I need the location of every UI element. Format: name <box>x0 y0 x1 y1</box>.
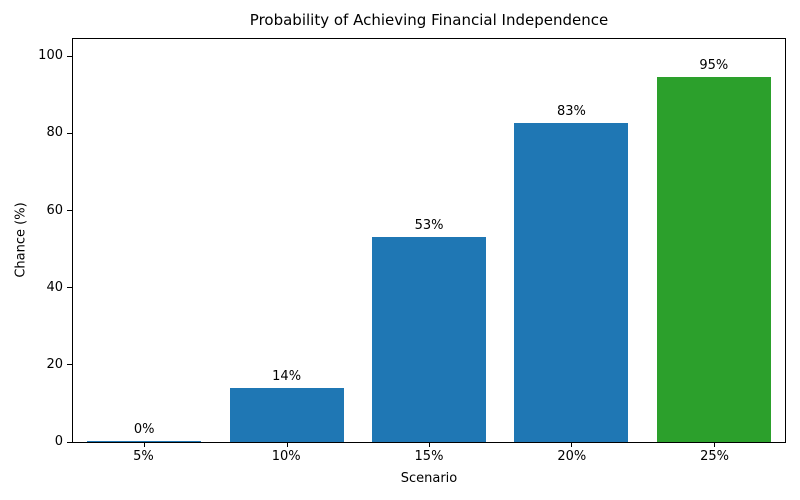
x-tick-label: 25% <box>700 449 730 464</box>
bars-row: 0% 14% 53% 83% 95% <box>73 39 785 447</box>
bar-slot: 95% <box>643 39 785 447</box>
x-tick-mark <box>713 443 715 447</box>
bar-value-label: 95% <box>699 58 729 74</box>
x-tick-mark <box>286 443 288 447</box>
y-tick-mark <box>67 132 72 134</box>
x-tick-label: 20% <box>557 449 587 464</box>
x-axis-tick-labels: 5% 10% 15% 20% 25% <box>72 449 786 464</box>
y-tick-mark <box>67 210 72 212</box>
x-tick-label: 5% <box>133 449 154 464</box>
y-tick-label: 20 <box>46 356 63 372</box>
y-tick-mark <box>67 441 72 443</box>
x-tick-mark <box>144 443 146 447</box>
bar-value-label: 83% <box>556 104 586 120</box>
bar-value-label: 14% <box>272 369 302 385</box>
bar-value-label: 53% <box>414 217 444 233</box>
bar-slot: 53% <box>358 39 500 447</box>
bar-slot: 14% <box>215 39 357 447</box>
y-tick-label: 60 <box>46 202 63 218</box>
y-tick-mark <box>67 55 72 57</box>
bar <box>372 236 486 442</box>
bar-slot: 0% <box>73 39 215 447</box>
x-tick-label: 10% <box>271 449 301 464</box>
y-tick-label: 40 <box>46 279 63 295</box>
chart-title: Probability of Achieving Financial Indep… <box>249 11 609 29</box>
bar <box>229 388 344 442</box>
bar-value-label: 0% <box>133 421 155 437</box>
bar <box>514 123 629 442</box>
bar <box>87 440 202 442</box>
y-tick-mark <box>67 364 72 366</box>
bar-slot: 83% <box>500 39 642 447</box>
x-axis-label: Scenario <box>400 471 458 486</box>
y-tick-label: 80 <box>46 125 63 141</box>
y-tick-label: 0 <box>54 434 63 449</box>
y-tick-label: 100 <box>38 48 63 64</box>
plot-area: 0 20 40 60 80 100 0% 14% 53% 83% 95% <box>38 38 786 448</box>
x-tick-mark <box>571 443 573 447</box>
x-tick-label: 15% <box>414 449 444 464</box>
x-tick-mark <box>429 443 431 447</box>
y-tick-mark <box>67 287 72 289</box>
bar <box>656 77 771 442</box>
